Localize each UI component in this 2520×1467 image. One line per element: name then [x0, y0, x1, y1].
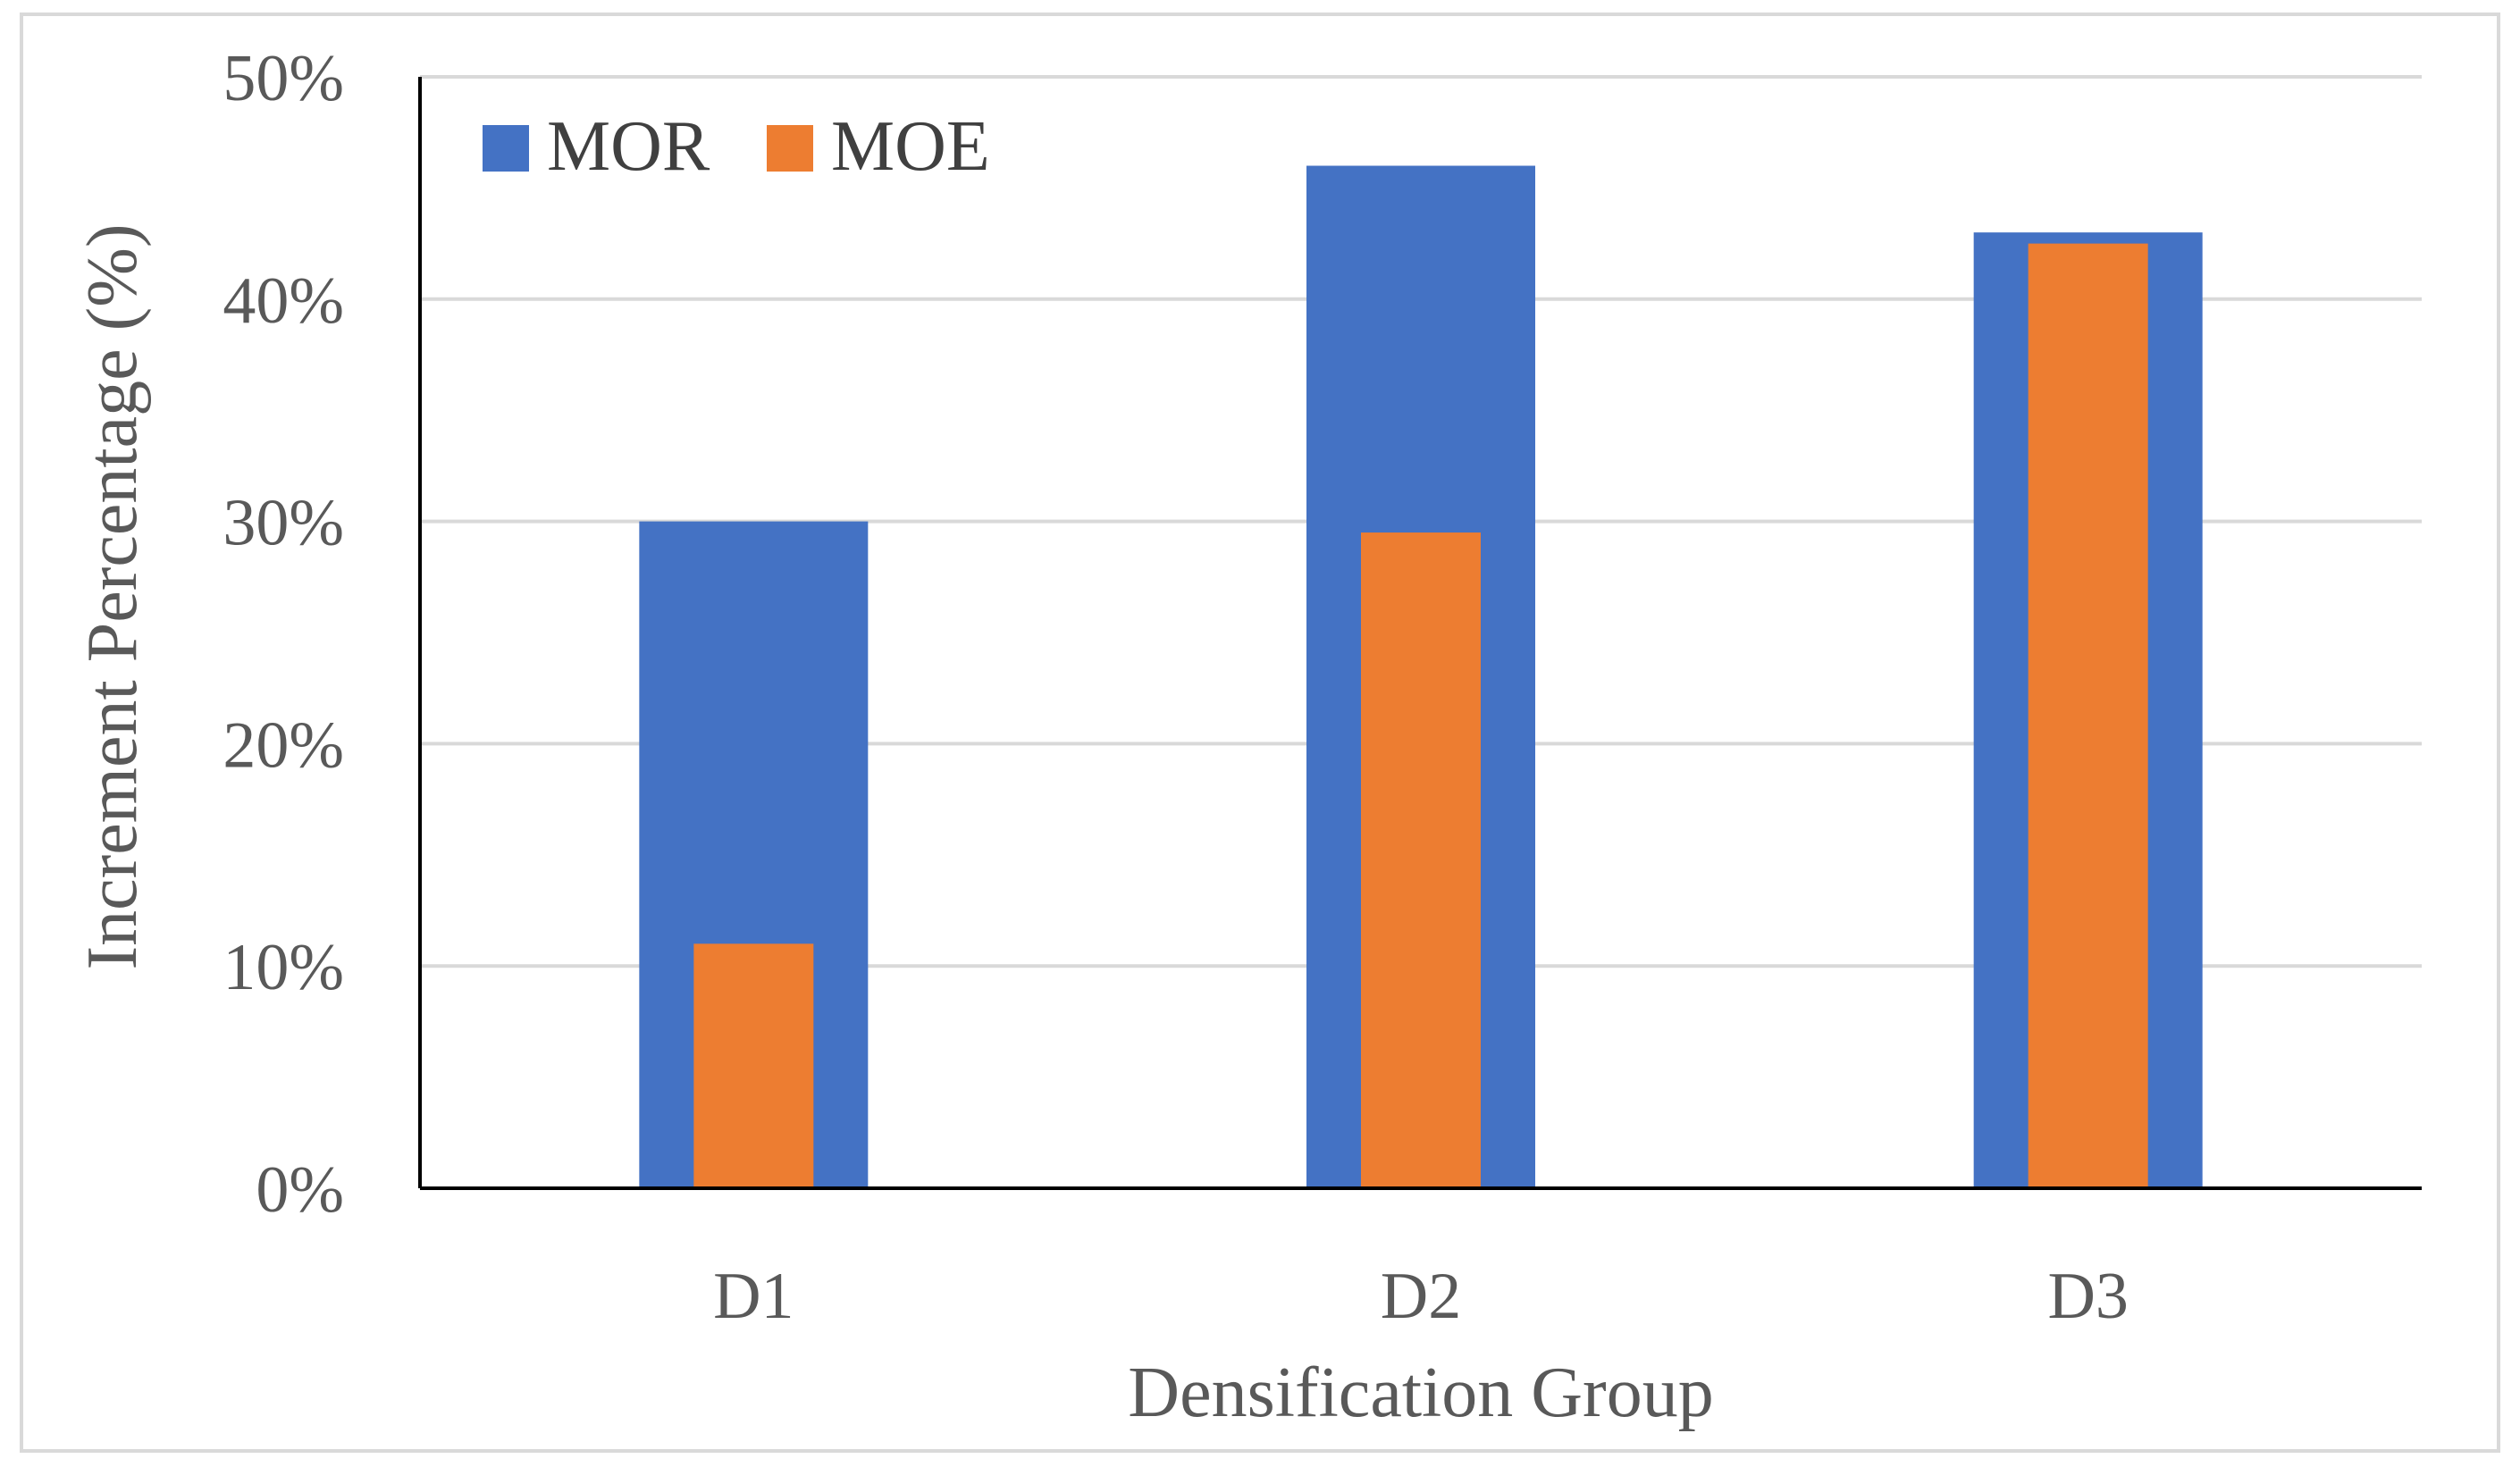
x-tick-label: D3: [2047, 1260, 2128, 1333]
y-tick-label: 20%: [223, 708, 344, 782]
bar-moe-d2: [1361, 532, 1481, 1188]
y-tick-label: 10%: [223, 931, 344, 1004]
axes: [418, 77, 2422, 1190]
bar-moe-d1: [693, 943, 814, 1188]
x-tick-labels: D1 D2 D3: [713, 1260, 2129, 1333]
x-tick-label: D1: [713, 1260, 794, 1333]
y-tick-labels: 0% 10% 20% 30% 40% 50%: [223, 42, 344, 1227]
y-tick-label: 0%: [256, 1153, 344, 1227]
legend-label-moe: MOE: [831, 107, 990, 186]
y-tick-label: 30%: [223, 487, 344, 560]
bars: [639, 165, 2203, 1189]
bar-moe-d3: [2028, 243, 2148, 1189]
x-axis-title: Densification Group: [1128, 1354, 1713, 1432]
y-tick-label: 50%: [223, 42, 344, 115]
legend-swatch-moe: [767, 125, 813, 172]
legend: MOR MOE: [483, 107, 990, 186]
y-tick-label: 40%: [223, 264, 344, 338]
legend-swatch-mor: [483, 125, 529, 172]
legend-label-mor: MOR: [547, 107, 710, 186]
x-tick-label: D2: [1381, 1260, 1461, 1333]
y-axis-title: Increment Percentage (%): [73, 223, 152, 969]
